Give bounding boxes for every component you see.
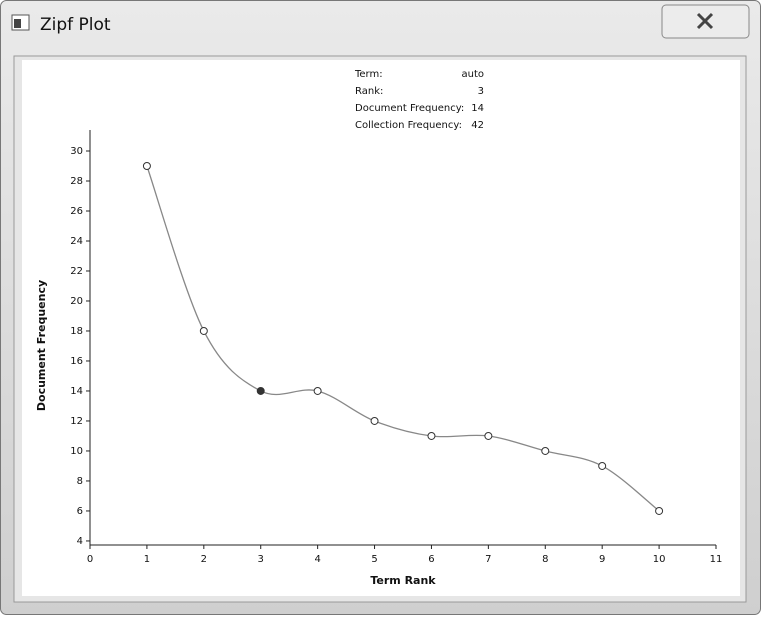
data-point — [370, 416, 379, 425]
tooltip-label: Term: — [354, 69, 383, 80]
x-tick-label: 7 — [485, 554, 491, 565]
tooltip-label: Document Frequency: — [355, 103, 464, 114]
x-tick-label: 1 — [144, 554, 150, 565]
x-tick-label: 9 — [599, 554, 605, 565]
window-title: Zipf Plot — [40, 15, 111, 35]
y-tick-label: 20 — [70, 296, 83, 307]
x-tick-label: 6 — [428, 554, 434, 565]
y-tick-label: 10 — [70, 446, 83, 457]
x-axis-label: Term Rank — [370, 574, 436, 587]
y-tick-label: 8 — [77, 476, 83, 487]
tooltip-label: Collection Frequency: — [355, 120, 462, 131]
y-tick-label: 12 — [70, 416, 83, 427]
tooltip-value: 42 — [471, 120, 484, 131]
y-tick-label: 24 — [70, 236, 83, 247]
y-tick-label: 16 — [70, 356, 83, 367]
x-tick-label: 8 — [542, 554, 548, 565]
data-point — [199, 326, 208, 335]
close-icon — [696, 12, 714, 30]
data-point — [256, 386, 265, 395]
y-tick-label: 6 — [77, 506, 83, 517]
x-tick-label: 4 — [314, 554, 320, 565]
data-point — [541, 446, 550, 455]
x-tick-label: 0 — [87, 554, 93, 565]
tooltip-value: 14 — [471, 103, 484, 114]
x-tick-label: 5 — [371, 554, 377, 565]
plot-panel — [22, 60, 740, 596]
y-tick-label: 26 — [70, 206, 83, 217]
tooltip-value: 3 — [478, 86, 484, 97]
x-tick-label: 2 — [201, 554, 207, 565]
data-point — [598, 461, 607, 470]
y-axis-label: Document Frequency — [35, 280, 48, 411]
x-tick-label: 11 — [710, 554, 723, 565]
data-point — [142, 161, 151, 170]
y-tick-label: 28 — [70, 176, 83, 187]
data-point — [427, 431, 436, 440]
y-tick-label: 30 — [70, 146, 83, 157]
y-tick-label: 22 — [70, 266, 83, 277]
window-icon-inner — [14, 19, 21, 28]
y-tick-label: 14 — [70, 386, 83, 397]
tooltip-value: auto — [461, 69, 484, 80]
x-tick-label: 3 — [258, 554, 264, 565]
data-point — [484, 431, 493, 440]
data-point — [655, 506, 664, 515]
x-tick-label: 10 — [653, 554, 666, 565]
y-tick-label: 18 — [70, 326, 83, 337]
tooltip-label: Rank: — [355, 86, 383, 97]
y-tick-label: 4 — [77, 536, 83, 547]
data-point — [313, 386, 322, 395]
